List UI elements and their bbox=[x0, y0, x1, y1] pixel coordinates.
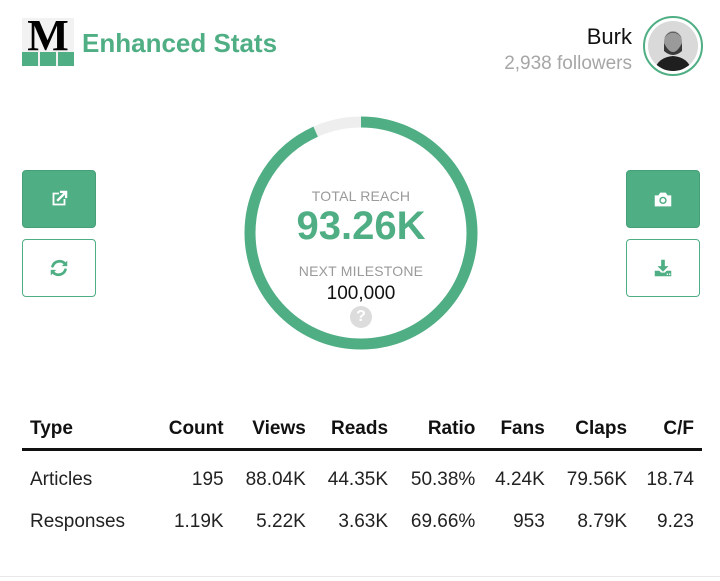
cell-reads: 3.63K bbox=[338, 511, 389, 532]
stats-table: Type Count Views Reads Ratio Fans Claps … bbox=[22, 410, 702, 543]
refresh-icon bbox=[50, 259, 68, 277]
next-milestone-label: NEXT MILESTONE bbox=[298, 263, 424, 279]
total-reach-gauge: TOTAL REACH 93.26K NEXT MILESTONE 100,00… bbox=[244, 116, 478, 350]
bottom-divider bbox=[0, 576, 720, 577]
cell-ratio: 50.38% bbox=[410, 469, 476, 490]
avatar-portrait bbox=[648, 21, 698, 71]
total-reach-label: TOTAL REACH bbox=[311, 188, 411, 204]
cell-reads: 44.35K bbox=[327, 469, 389, 490]
column-header-fans[interactable]: Fans bbox=[483, 410, 553, 451]
table-row: Articles 195 88.04K 44.35K 50.38% 4.24K … bbox=[22, 450, 702, 502]
cell-fans: 4.24K bbox=[495, 469, 545, 490]
column-header-ratio[interactable]: Ratio bbox=[396, 410, 484, 451]
external-link-icon bbox=[52, 190, 68, 206]
avatar[interactable] bbox=[643, 16, 703, 76]
cell-type: Articles bbox=[30, 469, 93, 490]
cell-views: 88.04K bbox=[245, 469, 306, 490]
total-reach-value: 93.26K bbox=[296, 204, 426, 248]
user-name: Burk bbox=[586, 24, 632, 49]
next-milestone-value: 100,000 bbox=[326, 283, 396, 304]
table-row: Responses 1.19K 5.22K 3.63K 69.66% 953 8… bbox=[22, 501, 702, 543]
column-header-claps[interactable]: Claps bbox=[552, 410, 636, 451]
cell-count: 1.19K bbox=[173, 511, 224, 532]
logo-stripes bbox=[22, 52, 74, 66]
download-icon bbox=[654, 259, 672, 277]
column-header-views[interactable]: Views bbox=[231, 410, 314, 451]
gauge-ring bbox=[244, 116, 478, 350]
cell-claps: 79.56K bbox=[566, 469, 628, 490]
cell-type: Responses bbox=[30, 511, 126, 532]
column-header-claps-per-fan[interactable]: C/F bbox=[635, 410, 702, 451]
camera-icon bbox=[654, 192, 672, 207]
gauge-progress-arc bbox=[244, 116, 478, 350]
refresh-button[interactable] bbox=[22, 239, 96, 297]
cell-count: 195 bbox=[191, 469, 224, 490]
cell-ratio: 69.66% bbox=[410, 511, 476, 532]
app-logo: M bbox=[22, 18, 74, 66]
cell-claps-per-fan: 9.23 bbox=[657, 511, 694, 532]
cell-views: 5.22K bbox=[256, 511, 306, 532]
follower-count: 2,938 followers bbox=[504, 53, 632, 74]
column-header-reads[interactable]: Reads bbox=[313, 410, 397, 451]
help-icon[interactable]: ? bbox=[350, 306, 372, 328]
cell-claps: 8.79K bbox=[577, 511, 628, 532]
column-header-type[interactable]: Type bbox=[22, 410, 156, 451]
download-button[interactable] bbox=[626, 239, 700, 297]
app-title: Enhanced Stats bbox=[82, 28, 278, 58]
cell-fans: 953 bbox=[513, 511, 545, 532]
column-header-count[interactable]: Count bbox=[155, 410, 232, 451]
table-header-row: Type Count Views Reads Ratio Fans Claps … bbox=[22, 410, 702, 451]
open-in-new-button[interactable] bbox=[22, 170, 96, 228]
cell-claps-per-fan: 18.74 bbox=[646, 469, 694, 490]
logo-letter: M bbox=[27, 18, 69, 60]
screenshot-button[interactable] bbox=[626, 170, 700, 228]
